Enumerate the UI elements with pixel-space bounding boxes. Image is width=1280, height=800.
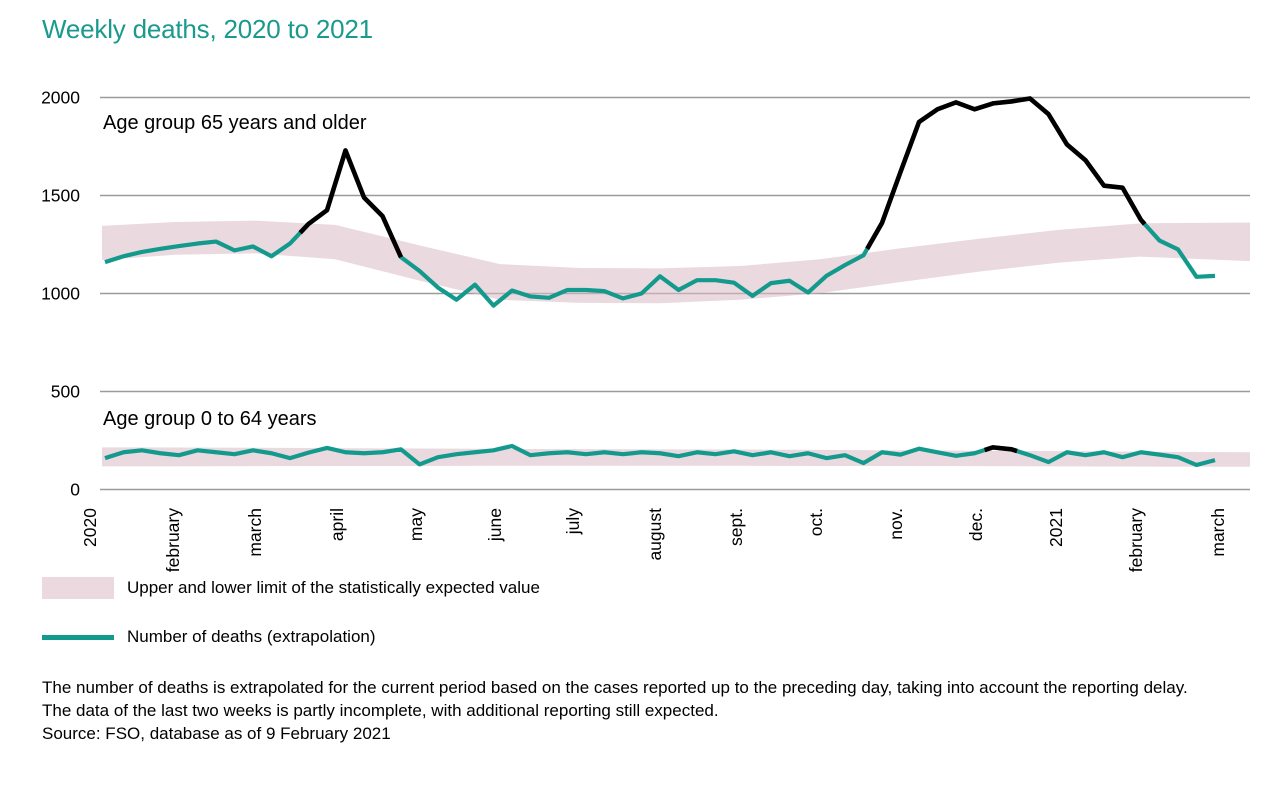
panel-label-0to64: Age group 0 to 64 years bbox=[103, 408, 316, 430]
page-title: Weekly deaths, 2020 to 2021 bbox=[42, 14, 373, 44]
x-tick-label-oct: oct. bbox=[806, 508, 826, 536]
y-axis-labels-group: 2000 1500 1000 500 0 bbox=[41, 88, 80, 500]
x-tick-label-2021: 2021 bbox=[1046, 508, 1066, 547]
x-tick-label-march: march bbox=[245, 508, 265, 557]
x-tick-label-june: june bbox=[485, 508, 505, 542]
deaths-line-label: Number of deaths (extrapolation) bbox=[127, 627, 376, 646]
x-tick-label-may: may bbox=[406, 508, 426, 541]
deaths-lines-group bbox=[104, 96, 1216, 468]
y-tick-label-2000: 2000 bbox=[41, 88, 80, 108]
x-tick-label-february: february bbox=[163, 508, 183, 572]
expected-band-label: Upper and lower limit of the statistical… bbox=[127, 578, 540, 597]
excess-deaths-segment-65plus-0 bbox=[298, 148, 404, 259]
footnote-source: Source: FSO, database as of 9 February 2… bbox=[42, 724, 391, 743]
x-tick-label-2020: 2020 bbox=[80, 508, 100, 547]
expected-band-swatch bbox=[42, 577, 114, 599]
panel-labels-group: Age group 65 years and older Age group 0 … bbox=[103, 112, 367, 430]
weekly-deaths-chart: 2000 1500 1000 500 0 2020 february march april m… bbox=[41, 88, 1250, 572]
footnotes: The number of deaths is extrapolated for… bbox=[42, 676, 1262, 745]
y-tick-label-1000: 1000 bbox=[41, 284, 80, 304]
footnote-extrapolation: The number of deaths is extrapolated for… bbox=[42, 678, 1188, 697]
x-tick-label-dec: dec. bbox=[966, 508, 986, 541]
expected-band-65plus bbox=[102, 220, 1250, 304]
excess-deaths-segment-0to64-0 bbox=[983, 445, 1018, 454]
legend-item-expected-band: Upper and lower limit of the statistical… bbox=[42, 577, 540, 599]
legend-item-deaths-line: Number of deaths (extrapolation) bbox=[42, 626, 376, 648]
x-tick-label-april: april bbox=[327, 508, 347, 541]
y-tick-label-0: 0 bbox=[70, 480, 80, 500]
excess-deaths-segment-65plus-1 bbox=[865, 96, 1147, 250]
y-tick-label-500: 500 bbox=[51, 382, 80, 402]
panel-label-65plus: Age group 65 years and older bbox=[103, 112, 367, 134]
x-tick-label-march: march bbox=[1208, 508, 1228, 557]
x-tick-label-february: february bbox=[1126, 508, 1146, 572]
deaths-line-swatch bbox=[42, 634, 114, 640]
x-tick-label-july: july bbox=[563, 508, 583, 536]
deaths-line-0to64 bbox=[104, 443, 1216, 468]
x-tick-label-august: august bbox=[645, 508, 665, 561]
x-axis-labels-group: 2020 february march april may june july august s… bbox=[80, 508, 1228, 572]
footnote-incomplete-data: The data of the last two weeks is partly… bbox=[42, 701, 719, 720]
x-tick-label-nov: nov. bbox=[886, 508, 906, 540]
x-tick-label-sept: sept. bbox=[726, 508, 746, 546]
y-tick-label-1500: 1500 bbox=[41, 186, 80, 206]
